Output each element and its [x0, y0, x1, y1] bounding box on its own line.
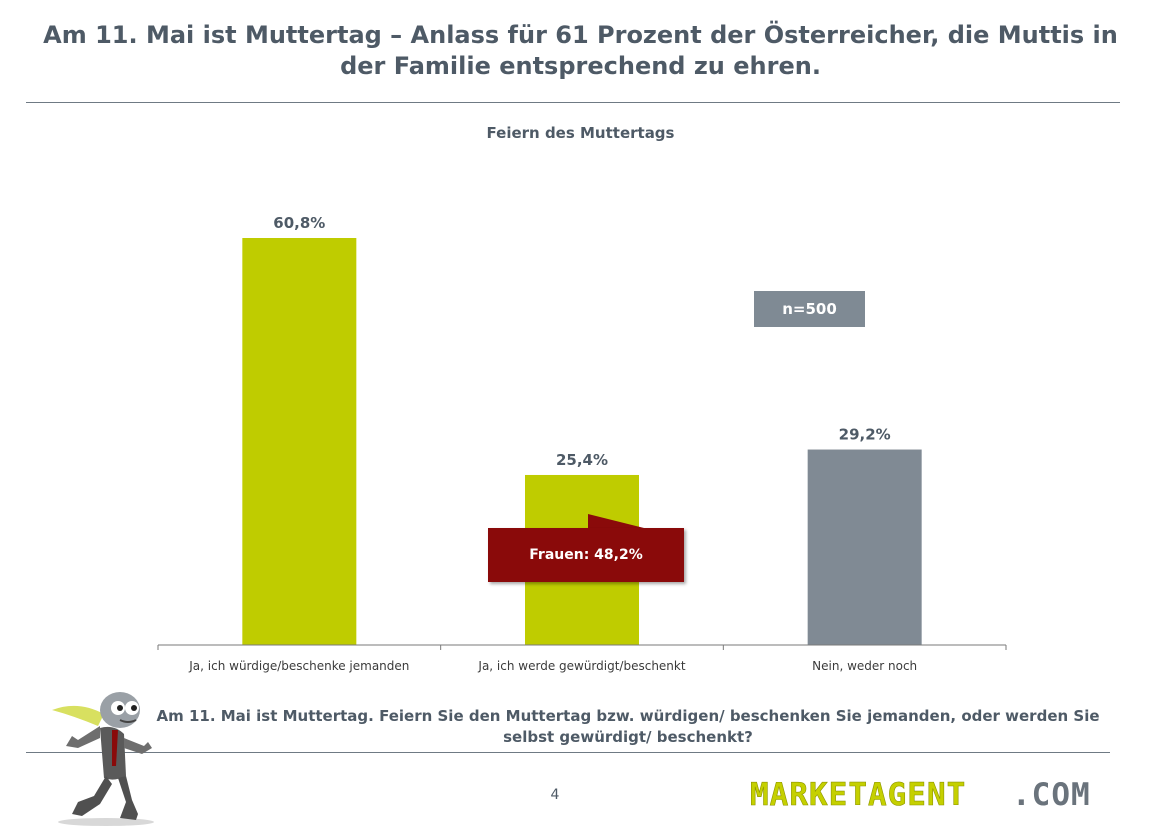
x-axis-ticks	[157, 645, 1007, 650]
sample-size-badge: n=500	[754, 291, 865, 327]
bar-3	[807, 449, 922, 645]
survey-question: Am 11. Mai ist Muttertag. Feiern Sie den…	[156, 707, 1100, 746]
footer-divider	[26, 752, 1110, 753]
category-label-1: Ja, ich würdige/beschenke jemanden	[188, 659, 409, 673]
title-divider	[26, 102, 1120, 103]
page-title: Am 11. Mai ist Muttertag – Anlass für 61…	[43, 21, 1118, 80]
bar-value-label-3: 29,2%	[839, 426, 891, 444]
category-label-3: Nein, weder noch	[812, 659, 917, 673]
bar-chart: 60,8% Ja, ich würdige/beschenke jemanden 2…	[157, 214, 1007, 673]
running-cartoon-man-icon	[52, 692, 154, 826]
svg-text:MARKETAGENT: MARKETAGENT	[750, 778, 966, 810]
callout-arrow	[588, 514, 652, 530]
chart-title: Feiern des Muttertags	[486, 124, 675, 142]
marketagent-logo: MARKETAGENT .COM	[750, 778, 1091, 810]
bar-value-label-2: 25,4%	[556, 451, 608, 469]
category-label-2: Ja, ich werde gewürdigt/beschenkt	[477, 659, 685, 673]
bar-1	[242, 238, 357, 645]
women-callout: Frauen: 48,2%	[488, 528, 684, 582]
labels-layer: 60,8% Ja, ich würdige/beschenke jemanden 2…	[188, 214, 917, 673]
svg-text:.COM: .COM	[1012, 778, 1091, 810]
page-number: 4	[550, 787, 560, 803]
bar-value-label-1: 60,8%	[273, 214, 325, 232]
